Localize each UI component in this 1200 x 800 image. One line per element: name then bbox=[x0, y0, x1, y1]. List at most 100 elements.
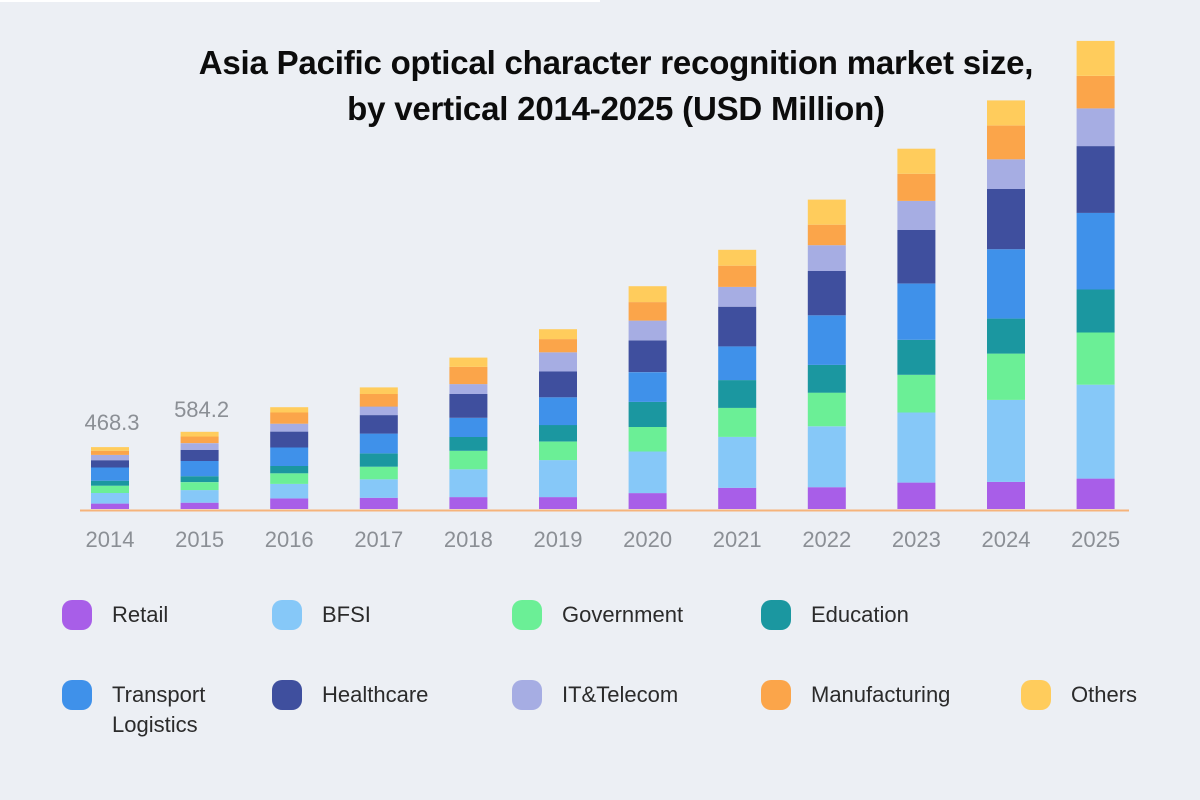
x-tick-label-2023: 2023 bbox=[892, 527, 941, 552]
legend-label-government: Government bbox=[562, 602, 684, 627]
bar-it-telecom-2014 bbox=[91, 454, 129, 461]
bar-it-telecom-2019 bbox=[539, 352, 577, 372]
bar-healthcare-2017 bbox=[359, 415, 398, 434]
bar-it-telecom-2016 bbox=[270, 423, 309, 432]
bar-transport-logistics-2021 bbox=[718, 346, 757, 381]
bar-retail-2019 bbox=[539, 497, 577, 509]
bar-it-telecom-2025 bbox=[1076, 108, 1115, 147]
x-tick-label-2024: 2024 bbox=[982, 527, 1031, 552]
legend-swatch-it-telecom bbox=[512, 680, 542, 710]
bar-transport-logistics-2024 bbox=[987, 249, 1025, 319]
legend-item-healthcare: Healthcare bbox=[272, 680, 428, 710]
legend-item-government: Government bbox=[512, 600, 683, 630]
bar-government-2015 bbox=[180, 482, 219, 491]
bar-stack-2022 bbox=[807, 199, 846, 509]
bar-education-2017 bbox=[359, 453, 398, 467]
legend-label-retail: Retail bbox=[112, 602, 169, 627]
bar-healthcare-2015 bbox=[180, 449, 219, 461]
bar-bfsi-2022 bbox=[807, 426, 846, 488]
bar-bfsi-2017 bbox=[359, 479, 398, 498]
bar-retail-2020 bbox=[628, 493, 667, 509]
bar-bfsi-2016 bbox=[270, 483, 309, 499]
x-tick-label-2017: 2017 bbox=[354, 527, 403, 552]
bar-bfsi-2021 bbox=[718, 436, 757, 488]
bar-government-2019 bbox=[539, 441, 577, 461]
bar-it-telecom-2015 bbox=[180, 443, 219, 450]
bar-manufacturing-2021 bbox=[718, 265, 757, 287]
x-tick-label-2015: 2015 bbox=[175, 527, 224, 552]
bar-education-2014 bbox=[91, 480, 129, 486]
bar-education-2015 bbox=[180, 476, 219, 483]
bar-healthcare-2014 bbox=[91, 460, 129, 468]
bar-manufacturing-2018 bbox=[449, 366, 488, 385]
bar-others-2024 bbox=[987, 100, 1025, 126]
bar-manufacturing-2016 bbox=[270, 412, 309, 424]
bar-retail-2022 bbox=[807, 487, 846, 509]
bar-transport-logistics-2025 bbox=[1076, 212, 1115, 290]
legend-item-manufacturing: Manufacturing bbox=[761, 680, 950, 710]
bar-healthcare-2016 bbox=[270, 431, 309, 448]
legend-label-transport-logistics: Transport Logistics bbox=[112, 682, 206, 737]
bar-others-2022 bbox=[807, 199, 846, 225]
bar-manufacturing-2023 bbox=[897, 173, 936, 201]
bar-education-2016 bbox=[270, 466, 309, 474]
bar-education-2019 bbox=[539, 425, 577, 442]
bar-retail-2023 bbox=[897, 482, 936, 509]
bar-bfsi-2015 bbox=[180, 490, 219, 503]
legend-item-others: Others bbox=[1021, 680, 1137, 710]
bar-manufacturing-2022 bbox=[807, 224, 846, 246]
bar-education-2020 bbox=[628, 401, 667, 427]
bar-government-2021 bbox=[718, 407, 757, 437]
legend-swatch-government bbox=[512, 600, 542, 630]
data-label-2015: 584.2 bbox=[174, 397, 229, 422]
bar-education-2021 bbox=[718, 380, 757, 408]
bar-stack-2019 bbox=[539, 329, 577, 509]
bar-healthcare-2022 bbox=[807, 271, 846, 316]
legend-item-transport-logistics: Transport Logistics bbox=[62, 680, 205, 737]
bar-stack-2017 bbox=[359, 387, 398, 509]
legend-item-retail: Retail bbox=[62, 600, 168, 630]
bar-education-2024 bbox=[987, 318, 1025, 354]
bar-education-2022 bbox=[807, 364, 846, 393]
bar-healthcare-2019 bbox=[539, 371, 577, 398]
bar-others-2014 bbox=[91, 447, 129, 451]
bar-manufacturing-2014 bbox=[91, 450, 129, 455]
x-tick-label-2014: 2014 bbox=[86, 527, 135, 552]
legend-item-it-telecom: IT&Telecom bbox=[512, 680, 678, 710]
x-tick-label-2018: 2018 bbox=[444, 527, 493, 552]
bar-stack-2025 bbox=[1076, 40, 1115, 509]
top-strip bbox=[0, 0, 600, 2]
bar-manufacturing-2024 bbox=[987, 125, 1025, 160]
bar-retail-2015 bbox=[180, 502, 219, 509]
chart-title-line-1: Asia Pacific optical character recogniti… bbox=[198, 44, 1034, 81]
bar-education-2018 bbox=[449, 436, 488, 451]
x-tick-label-2016: 2016 bbox=[265, 527, 314, 552]
bar-healthcare-2024 bbox=[987, 189, 1025, 250]
bar-others-2021 bbox=[718, 249, 757, 266]
legend-swatch-others bbox=[1021, 680, 1051, 710]
bar-bfsi-2019 bbox=[539, 460, 577, 498]
data-label-2014: 468.3 bbox=[84, 410, 139, 435]
bar-transport-logistics-2023 bbox=[897, 283, 936, 340]
bar-it-telecom-2023 bbox=[897, 200, 936, 230]
bar-it-telecom-2017 bbox=[359, 406, 398, 416]
bar-stack-2024 bbox=[987, 100, 1025, 509]
legend-swatch-education bbox=[761, 600, 791, 630]
bar-education-2023 bbox=[897, 339, 936, 375]
bar-healthcare-2025 bbox=[1076, 146, 1115, 213]
x-tick-label-2021: 2021 bbox=[713, 527, 762, 552]
bar-it-telecom-2020 bbox=[628, 320, 667, 341]
chart-title: Asia Pacific optical character recogniti… bbox=[0, 40, 1200, 132]
bar-bfsi-2023 bbox=[897, 412, 936, 483]
bar-government-2022 bbox=[807, 392, 846, 427]
bar-education-2025 bbox=[1076, 289, 1115, 333]
legend-item-education: Education bbox=[761, 600, 909, 630]
bar-others-2019 bbox=[539, 329, 577, 340]
legend-label-manufacturing: Manufacturing bbox=[811, 682, 951, 707]
bar-transport-logistics-2014 bbox=[91, 467, 129, 481]
bar-transport-logistics-2016 bbox=[270, 447, 309, 466]
legend-label-healthcare: Healthcare bbox=[322, 682, 429, 707]
bar-government-2017 bbox=[359, 466, 398, 480]
bar-retail-2014 bbox=[91, 503, 129, 509]
